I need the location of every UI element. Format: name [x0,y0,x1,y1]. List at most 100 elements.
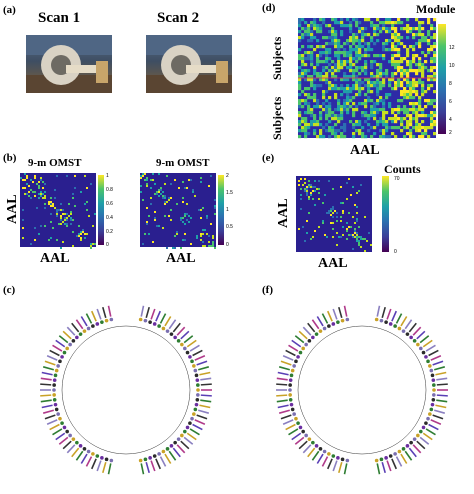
module-cell [337,102,341,106]
matrix-cell [200,239,202,241]
matrix-cell [356,234,358,236]
region-node [327,324,331,328]
region-node [152,454,157,458]
region-label-mark [307,322,316,333]
matrix-cell [32,191,34,193]
region-node [432,383,436,387]
module-cell [382,78,386,82]
matrix-cell [310,184,312,186]
region-label-mark [343,463,348,475]
matrix-cell [308,196,310,198]
module-cell [382,117,386,121]
module-cell [307,96,311,100]
region-label-mark [41,371,53,376]
region-node [161,326,166,331]
region-label-mark [55,339,66,348]
region-node [86,326,91,331]
region-label-mark [49,349,60,357]
module-cell [433,111,437,115]
module-cell [328,120,332,124]
matrix-cell [62,213,64,215]
panel-label-a: (a) [3,4,16,16]
module-cell [364,102,368,106]
region-node [188,421,192,425]
matrix-cell [210,175,212,177]
matrix-cell [38,233,40,235]
module-matrix-figure [298,18,446,139]
module-cell [316,45,320,49]
module-cell [310,54,314,58]
region-label-mark [96,460,102,472]
module-cell [391,111,395,115]
region-label-mark [40,383,52,386]
matrix-cell [346,222,348,224]
region-label-mark [425,344,436,352]
module-cell [400,81,404,85]
module-cell [298,84,302,88]
module-cell [349,21,353,25]
region-label-mark [91,310,97,322]
module-cell [337,99,341,103]
region-node [421,425,426,430]
region-label-mark [408,322,417,333]
module-cell [340,24,344,28]
matrix-cell [304,178,306,180]
module-cell [310,21,314,25]
module-cell [328,105,332,109]
matrix-cell [364,238,366,240]
module-cell [376,63,380,67]
module-cell [394,84,398,88]
module-cell [394,27,398,31]
module-cell [385,93,389,97]
matrix-cell [86,187,88,189]
module-cell [325,129,329,133]
module-cell [361,66,365,70]
matrix-cell [330,208,332,210]
region-label-mark [40,377,52,381]
module-cell [367,48,371,52]
module-cell [403,78,407,82]
module-cell [364,48,368,52]
module-cell [337,129,341,133]
module-cell [427,135,431,139]
module-cell [385,123,389,127]
module-cell [352,39,356,43]
region-label-mark [200,399,212,403]
module-cell [409,27,413,31]
module-cell [364,69,368,73]
module-cell [355,87,359,91]
module-cell [361,87,365,91]
module-cell [334,63,338,67]
module-cell [346,87,350,91]
matrix-cell [324,194,326,196]
region-node [53,373,58,378]
module-cell [379,54,383,58]
matrix-cell [356,218,358,220]
region-node [379,318,384,323]
region-node [327,452,331,456]
matrix-cell [204,229,206,231]
module-cell [430,24,434,28]
module-cell [406,84,410,88]
module-cell [325,90,329,94]
module-cell [373,27,377,31]
region-node [429,368,434,373]
module-cell [319,30,323,34]
region-label-mark [168,319,177,330]
region-node [194,373,199,378]
module-cell [406,111,410,115]
matrix-cell [182,181,184,183]
module-cell [304,57,308,61]
matrix-cell [72,197,74,199]
matrix-cell [336,212,338,214]
panel-label-c: (c) [3,284,16,296]
module-cell [373,24,377,28]
module-cell [391,87,395,91]
module-cell [301,27,305,31]
matrix-cell [48,203,50,205]
module-cell [376,54,380,58]
matrix-cell [62,241,64,243]
module-cell [379,63,383,67]
module-cell [409,87,413,91]
module-cell [322,108,326,112]
